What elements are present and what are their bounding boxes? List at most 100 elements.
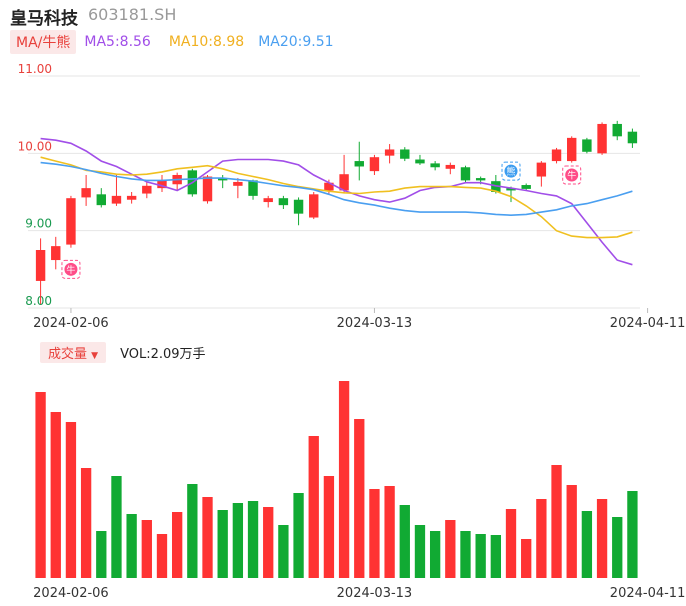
volume-bar xyxy=(460,531,471,578)
volume-x-tick-label: 2024-04-11 xyxy=(610,586,686,601)
volume-bar xyxy=(308,436,319,578)
volume-bar xyxy=(384,486,395,578)
candle-body xyxy=(51,246,61,261)
candle-body xyxy=(430,163,440,168)
badge-label: 牛 xyxy=(66,264,75,276)
ma20-label: MA20:9.51 xyxy=(258,34,334,50)
price-x-axis: 2024-02-06 2024-03-13 2024-04-11 xyxy=(33,308,685,331)
volume-bar xyxy=(354,419,365,578)
volume-bar xyxy=(399,505,410,578)
x-tick-label: 2024-04-11 xyxy=(610,316,686,331)
ma-indicator-button[interactable]: MA/牛熊 xyxy=(10,30,77,54)
candle-body xyxy=(400,149,410,159)
volume-bar xyxy=(172,512,183,578)
bull-icon xyxy=(64,262,78,276)
candle-body xyxy=(567,137,577,162)
volume-bar xyxy=(445,520,456,578)
volume-bar xyxy=(505,509,517,578)
candlesticks xyxy=(35,120,638,305)
volume-bar xyxy=(263,507,274,578)
candle-body xyxy=(475,178,486,181)
volume-value: VOL:2.09万手 xyxy=(120,346,206,362)
ma20-line xyxy=(40,161,633,217)
volume-bar xyxy=(338,381,350,578)
volume-legend: 成交量 ▼ VOL:2.09万手 xyxy=(40,341,206,363)
candle-body xyxy=(324,182,334,191)
candle-body xyxy=(521,185,531,189)
volume-bar xyxy=(156,534,168,578)
volume-x-tick-label: 2024-02-06 xyxy=(33,586,109,601)
volume-bar xyxy=(247,501,259,578)
candle-body xyxy=(627,131,638,144)
volume-bar xyxy=(278,525,289,578)
candle-body xyxy=(142,185,152,194)
price-grid xyxy=(28,75,640,309)
volume-x-axis: 2024-02-06 2024-03-13 2024-04-11 xyxy=(33,586,685,601)
candle-body xyxy=(263,198,273,203)
bull-icon xyxy=(565,168,579,182)
badge-frame xyxy=(562,165,582,185)
ma5-line xyxy=(40,137,633,266)
candle-body xyxy=(612,123,622,137)
bull-badge: 牛 xyxy=(562,165,582,185)
volume-bar xyxy=(581,511,593,578)
candle-body xyxy=(217,178,228,181)
x-tick-label: 2024-03-13 xyxy=(337,316,413,331)
candle-body xyxy=(293,199,304,214)
volume-bar xyxy=(596,499,608,578)
volume-bar xyxy=(521,539,532,578)
badge-frame xyxy=(61,259,81,279)
candle-body xyxy=(506,188,516,191)
volume-bar xyxy=(612,517,623,578)
stock-code: 603181.SH xyxy=(88,5,177,24)
volume-bar xyxy=(475,534,486,578)
volume-bar xyxy=(80,468,92,578)
candle-body xyxy=(157,180,167,189)
volume-bar xyxy=(96,531,107,578)
volume-bar xyxy=(50,412,61,578)
volume-bar xyxy=(323,476,335,578)
badge-label: 熊 xyxy=(507,166,516,178)
badge-frame xyxy=(501,161,521,181)
bull-bear-badges: 牛熊牛 xyxy=(61,161,582,279)
candle-body xyxy=(248,180,258,196)
y-tick-label: 10.00 xyxy=(18,139,52,153)
candle-body xyxy=(551,149,562,162)
volume-bar xyxy=(35,392,46,578)
volume-bar xyxy=(126,514,137,578)
volume-bar xyxy=(202,497,213,578)
x-tick-label: 2024-02-06 xyxy=(33,316,109,331)
volume-x-tick-label: 2024-03-13 xyxy=(337,586,413,601)
candle-body xyxy=(460,167,471,181)
volume-bar xyxy=(65,422,77,578)
volume-bar xyxy=(627,491,638,578)
candle-body xyxy=(445,164,456,169)
candle-body xyxy=(35,250,46,281)
bull-badge: 牛 xyxy=(61,259,81,279)
candle-body xyxy=(278,198,289,206)
candle-body xyxy=(66,198,76,245)
candle-body xyxy=(81,188,91,198)
chevron-down-icon: ▼ xyxy=(91,350,99,361)
volume-bar xyxy=(217,510,228,578)
candle-body xyxy=(597,123,607,154)
bear-icon xyxy=(504,164,518,178)
volume-indicator-label: 成交量 xyxy=(48,346,88,362)
candle-body xyxy=(126,195,137,200)
candle-body xyxy=(415,159,425,164)
candle-body xyxy=(309,194,319,218)
ma5-label: MA5:8.56 xyxy=(84,34,151,50)
candle-body xyxy=(96,194,106,206)
volume-bar xyxy=(429,531,441,578)
volume-bar xyxy=(536,499,547,578)
volume-indicator-button[interactable]: 成交量 ▼ xyxy=(40,341,107,363)
candle-body xyxy=(202,176,213,202)
candle-body xyxy=(111,195,122,204)
volume-bar xyxy=(187,484,198,578)
price-y-axis: 11.00 10.00 9.00 8.00 xyxy=(18,62,52,308)
moving-averages xyxy=(40,137,633,266)
candle-body xyxy=(339,174,349,191)
stock-name: 皇马科技 xyxy=(10,9,78,29)
volume-bar xyxy=(111,476,122,578)
